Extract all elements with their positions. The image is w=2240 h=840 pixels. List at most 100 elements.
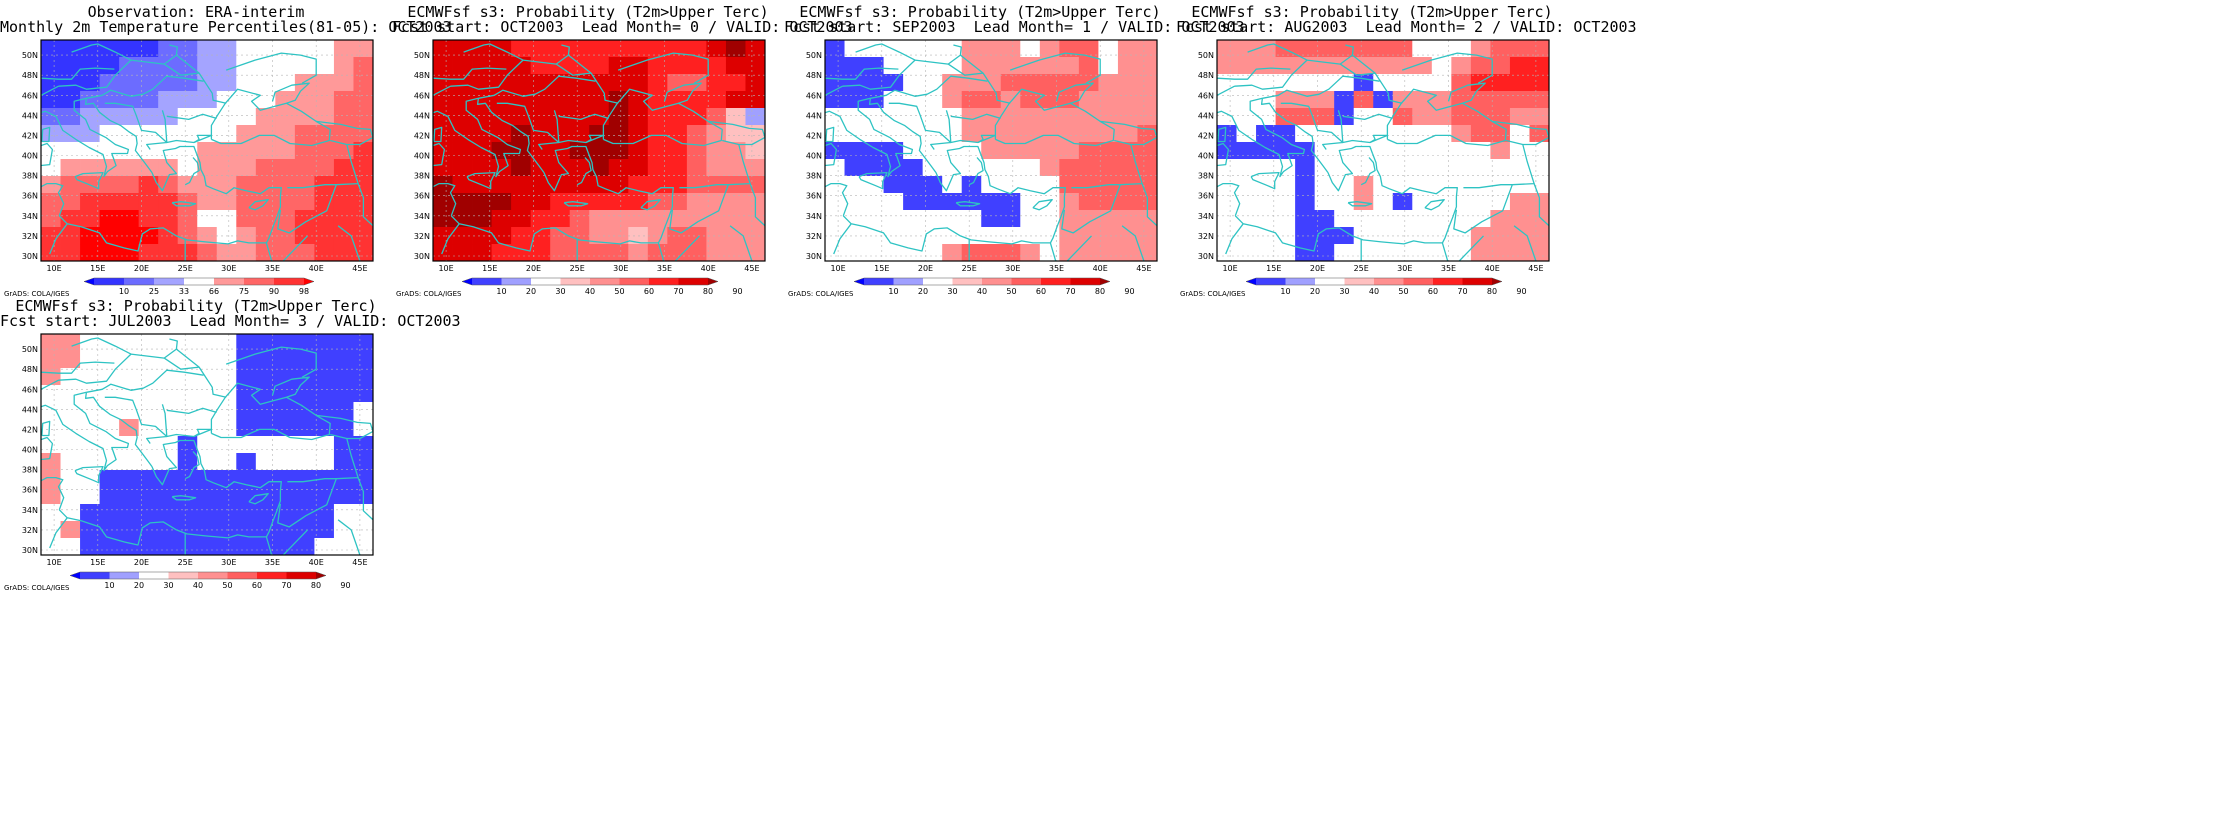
grid-cell (981, 91, 1002, 109)
coastline (210, 88, 331, 147)
coastline (1100, 120, 1157, 146)
grid-cell (883, 142, 904, 160)
coastline (195, 447, 282, 538)
coastline (825, 182, 849, 217)
coastline (271, 376, 310, 398)
grid-cell (883, 193, 904, 211)
grid-cell (452, 125, 473, 143)
grid-cell (177, 453, 198, 471)
grid-cell (1509, 227, 1530, 245)
coastline (1260, 98, 1329, 173)
grid-cell (255, 125, 276, 143)
grid-cell (686, 108, 707, 126)
grid-cell (60, 125, 81, 143)
grid-cell (725, 227, 746, 245)
grid-cell (1431, 159, 1452, 177)
grid-cell (177, 402, 198, 420)
grid-cell (608, 57, 629, 75)
grid-cell (981, 210, 1002, 228)
colorbar-label: 40 (977, 287, 987, 296)
grid-cell (177, 334, 198, 352)
grid-cell (119, 504, 140, 522)
colorbar-swatch (952, 278, 983, 285)
grid-cell (686, 176, 707, 194)
grid-cell (1334, 210, 1355, 228)
grid-cell (491, 176, 512, 194)
grid-cell (1059, 142, 1080, 160)
grid-cell (294, 227, 315, 245)
grid-cell (647, 210, 668, 228)
grid-cell (314, 351, 335, 369)
grid-cell (1373, 176, 1394, 194)
grid-cell (1295, 244, 1316, 262)
colorbar-swatch (1315, 278, 1345, 285)
grid-cell (255, 351, 276, 369)
grid-cell (1529, 210, 1550, 228)
grid-cell (922, 244, 943, 262)
grid-cell (667, 74, 688, 92)
grid-cell (80, 142, 100, 160)
grid-cell (1334, 125, 1355, 143)
colorbar-swatch (472, 278, 502, 285)
grid-cell (1098, 227, 1119, 245)
grid-cell (236, 125, 257, 143)
grid-cell (333, 193, 354, 211)
grid-cell (1490, 227, 1511, 245)
grid-cell (80, 538, 100, 556)
grid-cell (1490, 244, 1511, 262)
grid-cell (628, 142, 649, 160)
grid-cell (1392, 108, 1413, 126)
grid-cell (942, 91, 963, 109)
grid-cell (99, 419, 120, 437)
lon-tick-label: 10E (438, 264, 453, 273)
coastline (433, 142, 446, 167)
grid-cell (1373, 91, 1394, 109)
lat-tick-label: 38N (22, 466, 38, 475)
coastline (372, 406, 373, 408)
grid-cell (158, 419, 179, 437)
grid-cell (981, 142, 1002, 160)
coastline (959, 54, 984, 74)
grid-cell (1236, 159, 1257, 177)
grid-cell (158, 385, 179, 403)
grid-cell (452, 176, 473, 194)
grid-cell (294, 436, 315, 454)
grid-cell (294, 142, 315, 160)
grid-cell (745, 57, 766, 75)
lat-tick-label: 40N (22, 152, 38, 161)
grid-cell (353, 385, 374, 403)
grid-cell (903, 125, 924, 143)
grid-cell (158, 244, 179, 262)
grid-cell (1256, 108, 1276, 126)
grid-cell (294, 334, 315, 352)
grid-cell (903, 244, 924, 262)
grid-cell (472, 159, 492, 177)
coastline (1463, 144, 1535, 189)
grid-cell (1059, 108, 1080, 126)
lat-tick-label: 46N (1198, 91, 1214, 100)
coastline (478, 75, 596, 99)
grid-cell (216, 334, 237, 352)
grid-cell (942, 125, 963, 143)
coastline (41, 85, 59, 96)
grid-cell (1236, 142, 1257, 160)
grid-cell (1392, 40, 1413, 58)
grid-cell (41, 159, 61, 177)
grid-cell (1295, 108, 1316, 126)
coastline (1234, 59, 1403, 104)
grid-cell (903, 176, 924, 194)
grid-cell (80, 453, 100, 471)
grid-cell (883, 244, 904, 262)
coastline (58, 509, 267, 546)
grid-cell (236, 436, 257, 454)
grid-cell (608, 40, 629, 58)
coastline (1280, 102, 1344, 150)
grid-cell (608, 108, 629, 126)
grid-cell (1217, 142, 1237, 160)
coastline (41, 97, 130, 178)
grid-cell (1509, 108, 1530, 126)
grid-cell (1509, 210, 1530, 228)
grid-cell (1098, 125, 1119, 143)
grid-cell (119, 351, 140, 369)
coastline (271, 82, 310, 104)
